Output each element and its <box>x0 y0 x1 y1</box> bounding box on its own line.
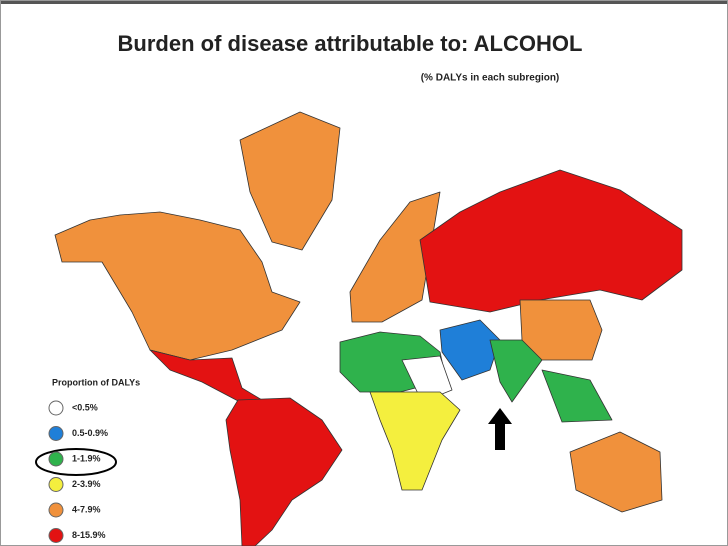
legend-swatch <box>48 528 64 543</box>
north-america <box>54 211 301 361</box>
legend-label: 1-1.9% <box>72 453 101 463</box>
legend-swatch <box>48 426 64 441</box>
legend: <0.5% 0.5-0.9% 1-1.9% 2-3.9% 4-7.9% 8-15.9% <box>48 400 108 543</box>
legend-label: 0.5-0.9% <box>72 428 108 438</box>
china <box>519 299 603 361</box>
highlight-ellipse <box>35 448 117 476</box>
legend-label: <0.5% <box>72 402 98 412</box>
legend-swatch <box>48 502 64 518</box>
legend-title: Proportion of DALYs <box>52 377 140 387</box>
south-america <box>225 397 343 546</box>
legend-label: 4-7.9% <box>72 504 101 514</box>
southeast-asia <box>541 369 613 423</box>
greenland <box>239 111 341 251</box>
title: Burden of disease attributable to: ALCOH… <box>118 31 583 56</box>
subtitle: (% DALYs in each subregion) <box>421 73 560 84</box>
east-africa <box>401 355 453 403</box>
russia <box>419 169 683 313</box>
middle-east <box>439 319 501 381</box>
top-border <box>0 0 728 4</box>
legend-swatch <box>48 451 64 467</box>
legend-label: 8-15.9% <box>72 530 106 540</box>
legend-swatch <box>48 477 64 492</box>
australia <box>569 431 663 513</box>
southern-africa <box>369 391 461 491</box>
arrow <box>488 408 512 450</box>
world-map <box>54 111 683 546</box>
legend-label: 2-3.9% <box>72 479 101 489</box>
legend-swatch <box>48 400 64 416</box>
